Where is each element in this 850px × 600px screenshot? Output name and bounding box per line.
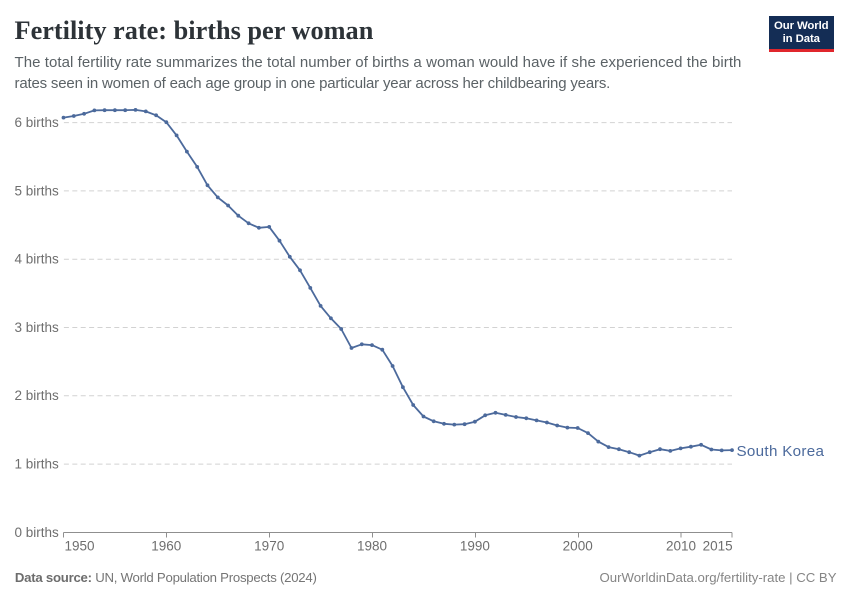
svg-text:1 births: 1 births (15, 457, 60, 472)
svg-text:2015: 2015 (703, 538, 733, 553)
svg-text:1960: 1960 (151, 538, 181, 553)
svg-text:3 births: 3 births (15, 320, 60, 335)
svg-text:1950: 1950 (65, 538, 95, 553)
svg-text:4 births: 4 births (15, 252, 60, 267)
svg-text:South Korea: South Korea (737, 443, 825, 460)
svg-text:5 births: 5 births (15, 183, 60, 198)
svg-text:1970: 1970 (254, 538, 284, 553)
svg-text:1990: 1990 (460, 538, 490, 553)
svg-text:0 births: 0 births (15, 525, 60, 540)
svg-text:2 births: 2 births (15, 388, 60, 403)
svg-text:2000: 2000 (563, 538, 593, 553)
svg-text:1980: 1980 (357, 538, 387, 553)
svg-text:2010: 2010 (666, 538, 696, 553)
svg-text:6 births: 6 births (15, 115, 60, 130)
